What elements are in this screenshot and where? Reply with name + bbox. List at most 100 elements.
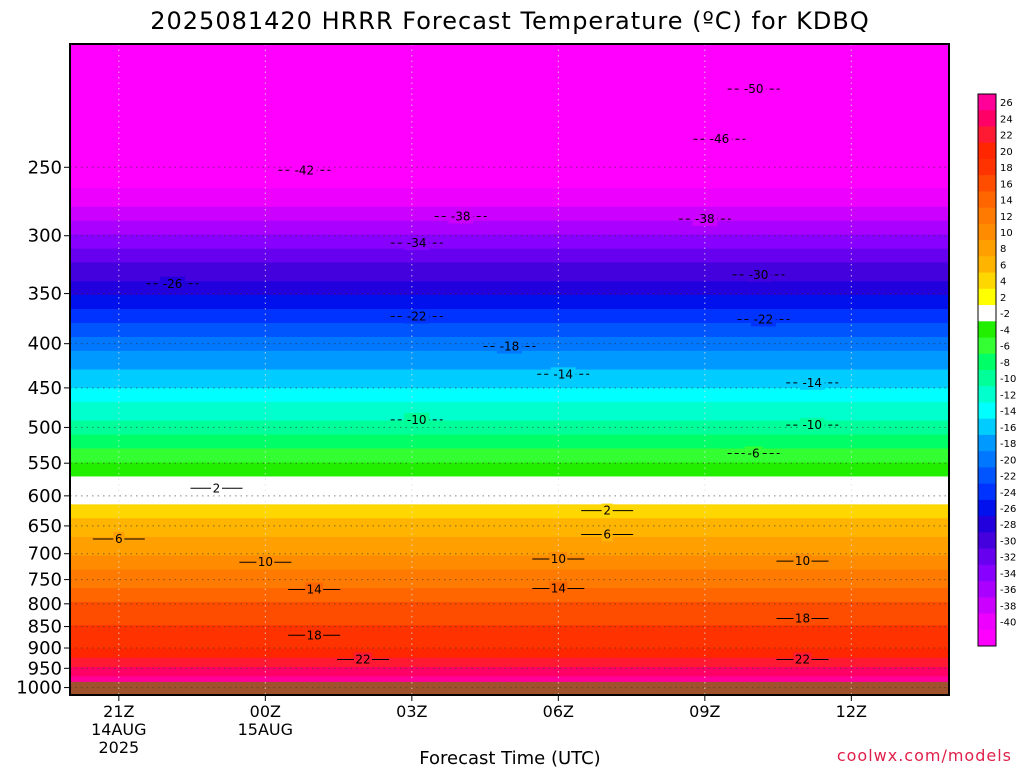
y-tick-label: 750: [28, 570, 62, 591]
y-tick-label: 700: [28, 544, 62, 565]
temperature-band: [70, 457, 949, 464]
temperature-band: [70, 281, 949, 287]
temperature-band: [70, 85, 949, 92]
temperature-band: [70, 481, 949, 487]
temperature-band: [70, 57, 949, 64]
contour-label: -30: [749, 268, 769, 282]
temperature-field: [70, 44, 949, 695]
contour-label: -6: [748, 447, 760, 461]
temperature-band: [70, 522, 949, 529]
temperature-band: [70, 95, 949, 101]
x-tick-label: 00Z: [250, 702, 281, 721]
temperature-band: [70, 592, 949, 599]
temperature-band: [70, 160, 949, 166]
temperature-band: [70, 448, 949, 454]
contour-label-background: [354, 652, 372, 667]
temperature-band: [70, 225, 949, 231]
credit-label: coolwx.com/models: [837, 746, 1012, 765]
contour-label: 10: [551, 552, 566, 566]
colorbar-swatch: [978, 386, 996, 403]
temperature-band: [70, 490, 949, 496]
contour-label-background: [746, 267, 772, 282]
contour-label-background: [404, 236, 430, 251]
temperature-band: [70, 216, 949, 222]
temperature-band: [70, 406, 949, 413]
temperature-band: [70, 667, 949, 673]
colorbar-label: -16: [1000, 423, 1016, 434]
temperature-band: [70, 197, 949, 203]
temperature-band: [70, 425, 949, 431]
colorbar-label: 8: [1000, 244, 1006, 255]
contour-label-background: [741, 82, 767, 97]
temperature-band: [70, 234, 949, 241]
temperature-band: [70, 495, 949, 501]
contour-label-background: [497, 339, 522, 354]
temperature-band: [70, 360, 949, 366]
contour-label: 14: [307, 582, 322, 596]
contour-label: -18: [500, 339, 520, 353]
colorbar-label: 20: [1000, 147, 1013, 158]
temperature-band: [70, 276, 949, 282]
temperature-band: [70, 397, 949, 403]
temperature-band: [70, 653, 949, 659]
temperature-band: [70, 676, 949, 682]
colorbar-label: -32: [1000, 553, 1016, 564]
colorbar-label: -28: [1000, 520, 1016, 531]
temperature-band: [70, 536, 949, 543]
colorbar-label: -34: [1000, 569, 1016, 580]
contour-label-background: [448, 209, 474, 224]
plot-frame: [69, 43, 950, 696]
temperature-band: [70, 569, 949, 575]
contour-label: -50: [744, 82, 764, 96]
temperature-band: [70, 550, 949, 557]
y-tick-label: 850: [28, 617, 62, 638]
temperature-band: [70, 318, 949, 324]
temperature-band: [70, 671, 949, 678]
colorbar-swatch: [978, 597, 996, 615]
contour-label: -38: [695, 212, 715, 226]
y-tick-label: 900: [28, 638, 62, 659]
temperature-band: [70, 606, 949, 613]
temperature-band: [70, 104, 949, 110]
contour-label: -10: [802, 418, 822, 432]
y-tick-label: 950: [28, 658, 62, 679]
colorbar-swatch: [978, 94, 996, 111]
colorbar-swatch: [978, 158, 996, 176]
temperature-band: [70, 262, 949, 268]
contour-label-background: [404, 412, 430, 427]
temperature-band: [70, 485, 949, 492]
colorbar-label: 18: [1000, 163, 1013, 174]
contour-label: -10: [407, 413, 427, 427]
temperature-band: [70, 267, 949, 273]
colorbar-label: -40: [1000, 618, 1016, 629]
temperature-band: [70, 295, 949, 301]
contour-label-background: [291, 163, 317, 178]
temperature-band: [70, 518, 949, 524]
temperature-band: [70, 476, 949, 482]
colorbar-label: -12: [1000, 390, 1016, 401]
colorbar-label: -14: [1000, 407, 1016, 418]
colorbar-label: -4: [1000, 325, 1010, 336]
contour-label: -46: [710, 132, 730, 146]
colorbar-label: 16: [1000, 179, 1013, 190]
y-tick-label: 300: [28, 226, 62, 247]
contour-label-background: [305, 582, 324, 597]
temperature-band: [70, 443, 949, 450]
temperature-band: [70, 243, 949, 250]
temperature-band: [70, 411, 949, 417]
contour-labels: -50 -46 -42 -38 -38 -34 -30 -26 -22 -22 -18 -14 -14 -…: [92, 82, 839, 667]
contour-label: -34: [407, 236, 427, 250]
temperature-band: [70, 532, 949, 538]
temperature-band: [70, 527, 949, 534]
y-tick-label: 400: [28, 334, 62, 355]
x-tick-label: 09Z: [689, 702, 720, 721]
colorbar-label: -38: [1000, 601, 1016, 612]
temperature-band: [70, 509, 949, 515]
contour-label: 10: [258, 555, 273, 569]
contour-label-background: [256, 555, 275, 570]
x-tick-date-label: 15AUG: [238, 720, 293, 739]
contour-label-background: [305, 628, 324, 643]
contour-label: 6: [115, 532, 123, 546]
temperature-band: [70, 629, 949, 636]
x-tick-label: 06Z: [543, 702, 574, 721]
